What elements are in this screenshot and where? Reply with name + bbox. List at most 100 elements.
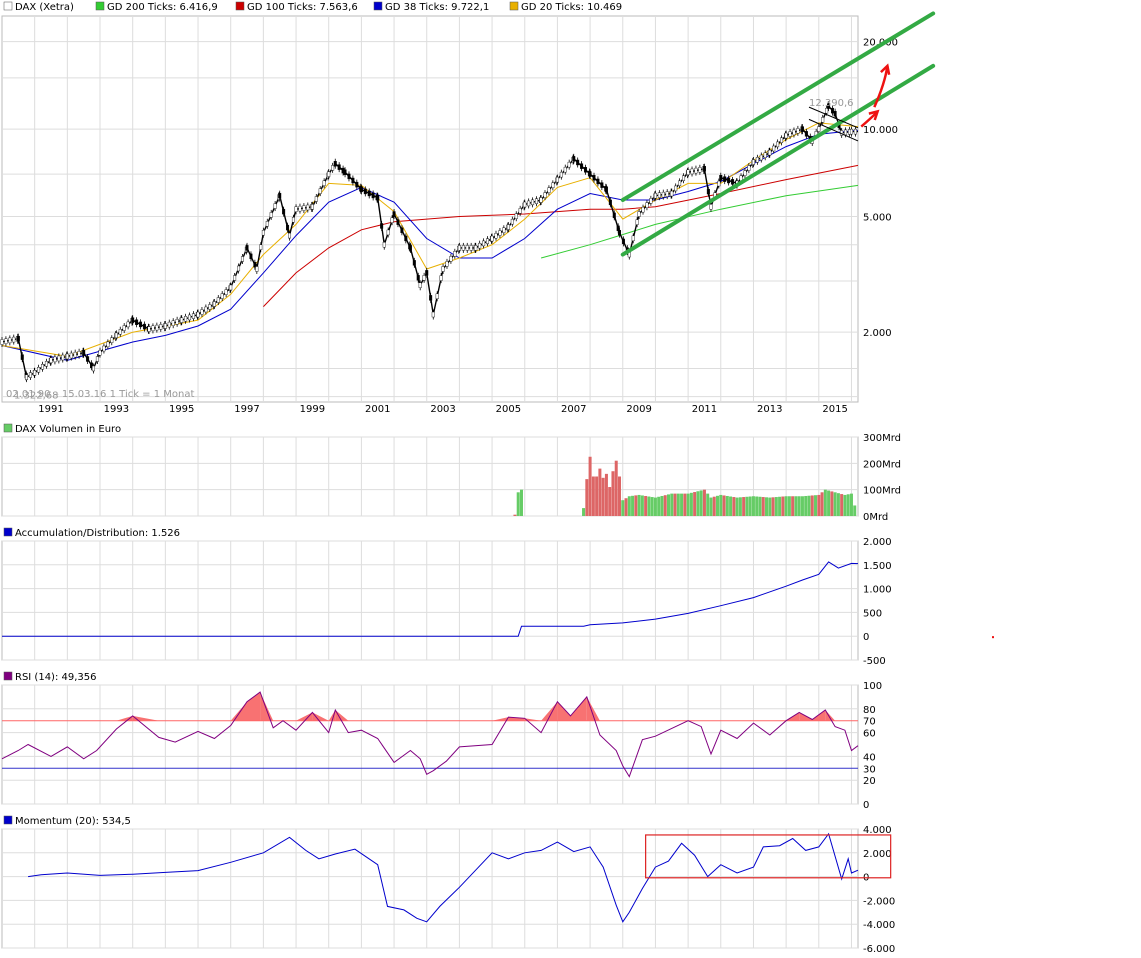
volume-bar bbox=[732, 497, 736, 516]
price-candle-body bbox=[833, 110, 837, 117]
volume-bar bbox=[673, 493, 677, 516]
price-candle-body bbox=[355, 181, 359, 188]
volume-bar bbox=[611, 471, 615, 516]
price-candle-body bbox=[755, 157, 759, 163]
price-candle-body bbox=[37, 367, 41, 373]
price-candle-body bbox=[592, 175, 596, 181]
price-candle-body bbox=[337, 164, 341, 170]
y-tick-label: 80 bbox=[863, 705, 876, 716]
volume-bar bbox=[598, 468, 602, 516]
price-candle-body bbox=[727, 177, 731, 184]
price-candle-body bbox=[20, 354, 24, 360]
price-candle-body bbox=[694, 167, 698, 174]
price-candle-body bbox=[126, 321, 130, 328]
price-candle-body bbox=[53, 356, 57, 363]
y-tick-label: 40 bbox=[863, 752, 876, 763]
price-candle-body bbox=[98, 349, 102, 356]
volume-bar bbox=[608, 487, 612, 516]
price-candle-body bbox=[86, 356, 90, 362]
volume-bar bbox=[706, 493, 710, 516]
trend-thin-line bbox=[808, 118, 859, 142]
volume-bar bbox=[702, 489, 706, 516]
price-candle-body bbox=[588, 171, 592, 177]
price-candle-body bbox=[376, 195, 380, 201]
price-candle-body bbox=[28, 372, 32, 378]
price-candle-body bbox=[327, 171, 331, 177]
price-candle-body bbox=[674, 185, 678, 192]
price-candle-body bbox=[147, 326, 151, 332]
price-candle-body bbox=[155, 324, 159, 331]
rsi-overbought-fill bbox=[230, 701, 247, 721]
price-candle-body bbox=[784, 132, 788, 139]
legend-swatch bbox=[509, 1, 519, 11]
price-candle-body bbox=[535, 198, 539, 204]
price-candle-body bbox=[237, 265, 241, 272]
price-candle-body bbox=[82, 349, 86, 356]
price-candle-body bbox=[216, 297, 220, 303]
price-candle-body bbox=[73, 351, 77, 358]
price-candle-body bbox=[371, 192, 375, 199]
price-candle-body bbox=[343, 169, 347, 175]
x-tick-label: 2015 bbox=[822, 404, 847, 415]
price-candle-body bbox=[291, 217, 295, 223]
price-candle-body bbox=[240, 256, 244, 262]
price-candle-body bbox=[465, 245, 469, 251]
volume-bar bbox=[738, 497, 742, 516]
legend-label: GD 20 Ticks: 10.469 bbox=[521, 2, 622, 13]
y-tick-label: 10.000 bbox=[863, 125, 898, 136]
price-candle-body bbox=[261, 229, 265, 236]
price-candle-body bbox=[0, 339, 4, 345]
volume-bar bbox=[742, 497, 746, 516]
red-arrow-head bbox=[880, 63, 891, 75]
price-candle-body bbox=[743, 170, 747, 176]
price-candle-body bbox=[418, 282, 422, 288]
legend-swatch bbox=[235, 1, 245, 11]
price-candle-body bbox=[425, 270, 429, 276]
price-candle-body bbox=[637, 211, 641, 217]
price-candle-body bbox=[649, 198, 653, 204]
price-candle-body bbox=[498, 230, 502, 236]
price-candle-body bbox=[298, 205, 302, 212]
y-tick-label: 60 bbox=[863, 729, 876, 740]
volume-bar bbox=[794, 496, 798, 516]
price-candle-body bbox=[302, 205, 306, 211]
panel-title: DAX Volumen in Euro bbox=[15, 424, 121, 435]
price-candle-body bbox=[359, 186, 363, 193]
momentum-frame bbox=[1, 828, 859, 949]
y-tick-label: 500 bbox=[863, 608, 882, 619]
y-tick-label: -2.000 bbox=[863, 896, 895, 907]
volume-bar bbox=[774, 497, 778, 516]
volume-bar bbox=[634, 495, 638, 516]
price-candle-body bbox=[596, 178, 600, 185]
price-candle-body bbox=[224, 289, 228, 295]
price-candle-body bbox=[698, 167, 702, 173]
price-candle-body bbox=[482, 240, 486, 247]
legend-swatch bbox=[95, 1, 105, 11]
price-candle-body bbox=[249, 253, 253, 260]
price-candle-body bbox=[69, 352, 73, 359]
price-candle-body bbox=[175, 319, 179, 325]
price-candle-body bbox=[229, 284, 233, 291]
volume-bar bbox=[729, 496, 733, 516]
price-candle-body bbox=[678, 180, 682, 187]
volume-bar bbox=[748, 496, 752, 516]
price-candle-body bbox=[635, 219, 639, 225]
high-annotation: 12.390,6 bbox=[809, 98, 854, 109]
price-candle-body bbox=[114, 332, 118, 339]
price-candle-body bbox=[306, 204, 310, 211]
price-candle-body bbox=[792, 129, 796, 136]
rsi-overbought-fill bbox=[328, 710, 336, 721]
rsi-overbought-fill bbox=[132, 715, 159, 721]
price-candle-body bbox=[310, 204, 314, 210]
range-annotation: 02.01.90 – 15.03.16 1 Tick = 1 Monat bbox=[6, 389, 194, 400]
y-tick-label: 2.000 bbox=[863, 849, 892, 860]
price-candle-body bbox=[122, 325, 126, 331]
price-candle-body bbox=[49, 357, 53, 364]
price-candle-body bbox=[439, 275, 443, 281]
volume-bar bbox=[601, 477, 605, 516]
volume-bar bbox=[758, 496, 762, 516]
price-candle-body bbox=[751, 159, 755, 165]
price-candle-body bbox=[273, 203, 277, 209]
price-candle-body bbox=[294, 206, 298, 212]
